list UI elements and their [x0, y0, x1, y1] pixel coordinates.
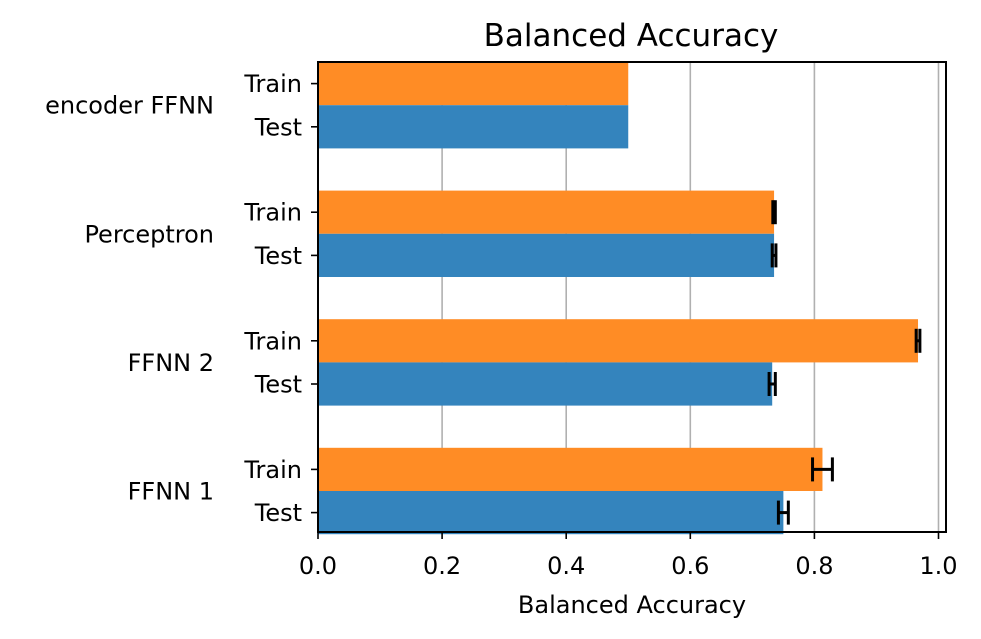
bar: [318, 105, 629, 149]
error-bars: [767, 200, 922, 525]
x-tick-label: 0.0: [299, 552, 337, 580]
plot-frame: [317, 61, 947, 533]
bar: [318, 233, 775, 277]
y-tick-label: Test: [254, 371, 302, 399]
chart-title: Balanced Accuracy: [484, 18, 779, 54]
group-label: Perceptron: [84, 220, 214, 248]
x-tick-label: 0.8: [795, 552, 833, 580]
group-label: FFNN 1: [128, 478, 214, 506]
y-tick-label: Test: [254, 242, 302, 270]
y-tick-label: Train: [243, 70, 302, 98]
bar: [318, 447, 823, 491]
bar: [318, 319, 919, 363]
x-axis-ticks: 0.0 0.2 0.4 0.6 0.8 1.0: [299, 532, 958, 580]
bar: [318, 190, 775, 234]
x-tick-label: 0.4: [547, 552, 585, 580]
x-axis-label: Balanced Accuracy: [518, 591, 746, 619]
group-label: encoder FFNN: [45, 92, 214, 120]
y-tick-label: Train: [243, 327, 302, 355]
bars: [318, 62, 919, 535]
bar: [318, 491, 784, 535]
y-tick-label: Train: [243, 456, 302, 484]
bar: [318, 362, 773, 406]
bar: [318, 62, 629, 106]
x-tick-label: 0.6: [671, 552, 709, 580]
y-tick-label: Train: [243, 199, 302, 227]
x-tick-label: 0.2: [423, 552, 461, 580]
y-tick-label: Test: [254, 113, 302, 141]
y-axis-ticks: Train Test encoder FFNN Train Test Perceptron…: [45, 70, 318, 527]
x-tick-label: 1.0: [919, 552, 957, 580]
group-label: FFNN 2: [128, 349, 214, 377]
y-tick-label: Test: [254, 499, 302, 527]
